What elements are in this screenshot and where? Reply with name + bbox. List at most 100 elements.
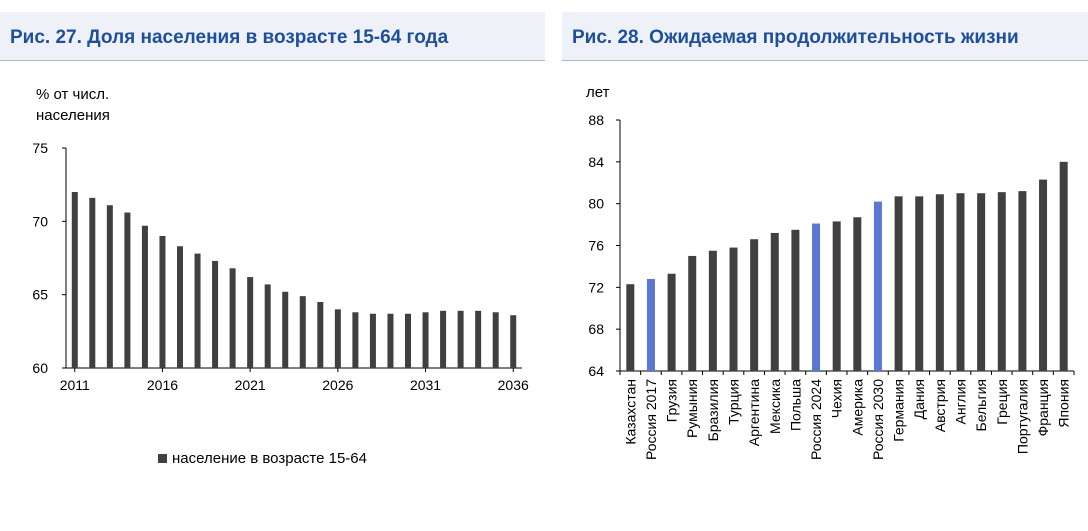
bar-2025 [317,302,324,368]
bar-Америка [853,217,862,371]
y-tick-label: 65 [32,287,48,303]
bar-2020 [229,268,236,368]
bar-2014 [124,212,131,368]
bar-2034 [475,310,482,368]
category-label: Румыния [684,379,700,438]
category-label: Америка [849,379,865,436]
bar-2015 [141,225,148,368]
x-tick-label: 2021 [235,377,266,393]
category-label: Англия [953,379,969,424]
category-label: Бразилия [705,379,721,441]
bar-Россия 2024 [812,223,821,371]
legend: население в возрасте 15-64 [158,450,367,467]
bar-2028 [369,313,376,368]
category-label: Греция [994,379,1010,425]
bar-Россия 2030 [873,201,882,371]
bar-Румыния [688,255,697,371]
category-label: Грузия [664,379,680,422]
category-label: Дания [911,379,927,419]
bar-Дания [915,196,924,371]
x-tick-label: 2036 [498,377,529,393]
bar-Бразилия [708,250,717,371]
bar-Казахстан [626,284,635,371]
bar-2011 [71,192,78,368]
category-label: Франция [1035,379,1051,436]
bar-2019 [212,260,219,368]
bar-Россия 2017 [646,278,655,371]
life-expectancy-panel: Рис. 28. Ожидаемая продолжительность жиз… [562,0,1088,531]
category-label: Польша [787,379,803,431]
bar-2013 [106,205,113,368]
title-bar: Рис. 28. Ожидаемая продолжительность жиз… [562,12,1088,61]
life-expectancy-chart: 64 68 72 76 80 84 88 Казахстан Россия 2017 Грузия… [588,112,1075,460]
category-label: Чехия [829,379,845,418]
population-share-chart: 60 65 70 75 2011 2016 2021 2026 2031 2036 [32,140,529,393]
bar-Грузия [667,273,676,371]
bar-Германия [894,196,903,371]
bar-2033 [457,310,464,368]
bar-Португалия [1018,191,1027,371]
y-tick-label: 64 [588,363,604,379]
bar-Греция [997,192,1006,371]
y-tick-label: 80 [588,196,604,212]
y-tick-label: 76 [588,238,604,254]
chart-title: Рис. 27. Доля населения в возрасте 15-64… [10,27,449,48]
bar-Франция [1039,179,1048,371]
bar-2023 [282,291,289,368]
bar-Аргентина [750,239,759,371]
bar-Чехия [832,221,841,371]
bar-2035 [492,312,499,368]
x-tick-label: 2011 [60,377,90,393]
y-tick-label: 60 [32,360,48,376]
category-label: Германия [891,379,907,442]
title-bar: Рис. 27. Доля населения в возрасте 15-64… [0,12,545,61]
legend-swatch [158,454,167,463]
legend-label: население в возрасте 15-64 [172,450,367,467]
y-axis-unit-line2: населения [36,107,110,124]
bar-Англия [956,193,965,371]
bar-Япония [1059,161,1068,371]
y-tick-label: 72 [588,279,604,295]
y-tick-label: 70 [32,213,48,229]
bar-2017 [177,246,183,368]
bar-Турция [729,247,738,371]
x-tick-label: 2026 [322,377,353,393]
bar-2024 [299,296,306,368]
y-axis-unit-line1: % от числ. [36,86,110,103]
population-share-panel: Рис. 27. Доля населения в возрасте 15-64… [0,12,545,467]
category-label: Казахстан [622,379,638,445]
category-label: Аргентина [746,379,762,446]
category-label: Португалия [1014,379,1030,454]
bar-2036 [510,315,517,368]
bar-2022 [264,284,271,368]
bar-Бельгия [977,193,986,371]
bar-2029 [387,313,394,368]
y-tick-label: 88 [588,112,604,128]
bar-2026 [334,309,341,368]
category-label: Россия 2024 [808,379,824,460]
category-label: Россия 2017 [643,379,659,460]
category-label: Япония [1056,379,1072,428]
x-tick-label: 2016 [147,377,178,393]
bar-Австрия [935,194,944,371]
y-tick-label: 84 [588,154,604,170]
bar-2032 [440,310,447,368]
x-tick-label: 2031 [410,377,441,393]
category-label: Россия 2030 [870,379,886,460]
bar-Польша [791,229,800,371]
bar-2012 [89,197,96,368]
bar-2018 [194,253,201,368]
bar-2021 [247,277,254,368]
category-label: Турция [726,379,742,425]
category-label: Мексика [767,379,783,434]
bar-2027 [352,312,359,368]
y-tick-label: 75 [32,140,48,156]
y-axis-unit: лет [586,84,610,101]
bar-2016 [159,236,166,368]
bar-2031 [422,312,429,368]
bar-2030 [405,313,411,368]
chart-title: Рис. 28. Ожидаемая продолжительность жиз… [572,27,1019,48]
y-tick-label: 68 [588,321,604,337]
bar-Мексика [770,232,779,371]
category-label: Австрия [932,379,948,432]
